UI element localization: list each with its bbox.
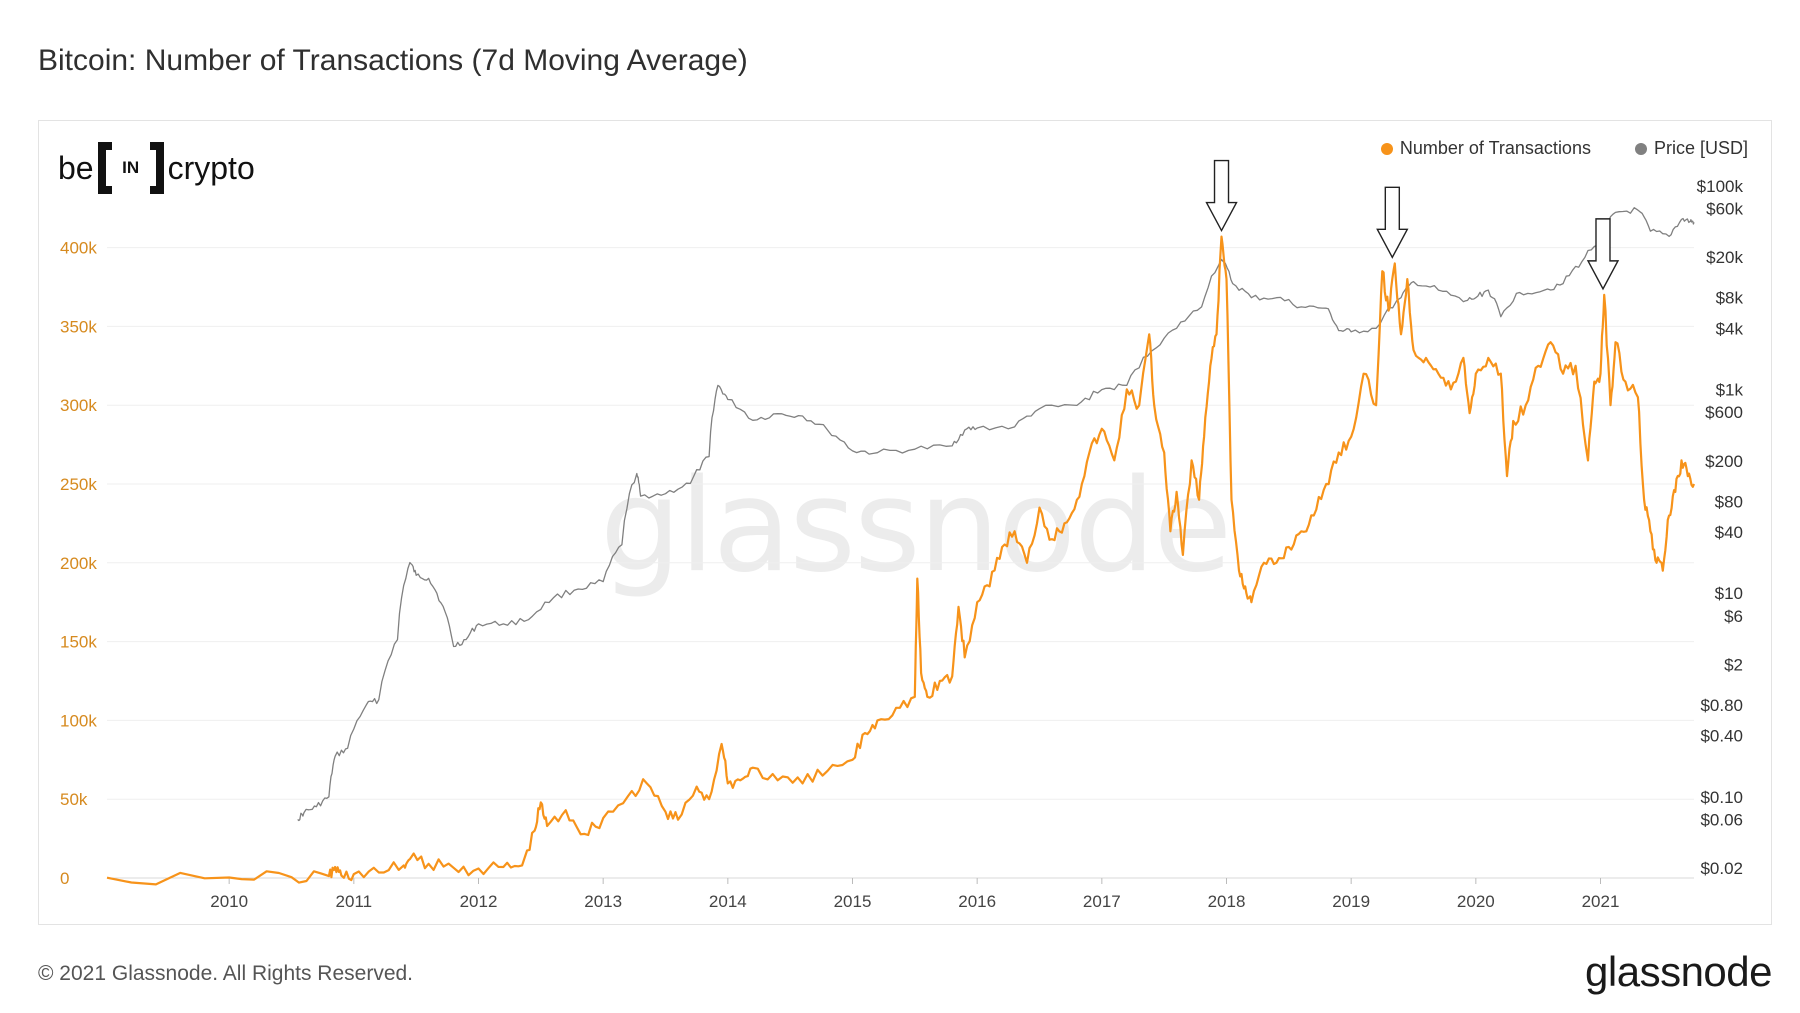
x-axis-tick-label: 2010 [210,892,248,911]
chart-legend: Number of Transactions Price [USD] [1380,138,1748,159]
left-axis-tick-label: 100k [60,711,97,730]
right-axis-tick-label: $60k [1706,200,1743,219]
legend-label-price: Price [USD] [1653,138,1748,158]
x-axis-tick-label: 2020 [1457,892,1495,911]
chart-panel [38,120,1772,925]
right-axis-tick-label: $200 [1705,452,1743,471]
right-axis-tick-label: $100k [1697,177,1744,196]
left-axis-tick-label: 150k [60,633,97,652]
x-axis-tick-label: 2015 [834,892,872,911]
left-axis-tick-label: 200k [60,554,97,573]
brand-logo-box-text: IN [122,158,140,177]
right-axis-tick-label: $8k [1716,289,1744,308]
legend-item-price[interactable]: Price [USD] [1634,138,1748,159]
transactions-series-line [106,235,1696,886]
right-axis-tick-label: $6 [1724,607,1743,626]
right-axis-tick-label: $1k [1716,381,1744,400]
right-axis-tick-label: $20k [1706,248,1743,267]
chart-title: Bitcoin: Number of Transactions (7d Movi… [38,44,748,77]
x-axis-tick-label: 2019 [1332,892,1370,911]
watermark-text: glassnode [600,452,1232,601]
right-axis-tick-label: $0.10 [1700,788,1743,807]
x-axis-tick-label: 2012 [460,892,498,911]
right-axis-tick-label: $40 [1715,523,1743,542]
x-axis-tick-label: 2013 [584,892,622,911]
right-axis-tick-label: $0.80 [1700,696,1743,715]
price-series-line [297,207,1695,822]
right-axis-tick-label: $0.40 [1700,727,1743,746]
left-axis-tick-label: 50k [60,790,88,809]
right-axis-tick-label: $80 [1715,492,1743,511]
brand-logo-left: be [58,149,94,186]
left-axis-tick-label: 250k [60,475,97,494]
legend-label-transactions: Number of Transactions [1399,138,1591,158]
right-axis-tick-label: $4k [1716,319,1744,338]
left-axis-tick-label: 300k [60,396,97,415]
peak-arrow-annotation [1205,159,1238,233]
left-axis-tick-label: 0 [60,869,69,888]
brand-logo-right: crypto [167,149,255,186]
legend-dot-transactions [1380,142,1393,155]
right-axis-tick-label: $600 [1705,403,1743,422]
x-axis-tick-label: 2021 [1582,892,1620,911]
peak-arrow-annotation [1376,186,1409,259]
x-axis-tick-label: 2017 [1083,892,1121,911]
legend-dot-price [1634,142,1647,155]
right-axis-tick-label: $2 [1724,655,1743,674]
x-axis-tick-label: 2018 [1208,892,1246,911]
brand-logo: be IN crypto [58,142,255,194]
footer-copyright: © 2021 Glassnode. All Rights Reserved. [38,962,414,985]
right-axis-tick-label: $10 [1715,584,1743,603]
x-axis-tick-label: 2014 [709,892,747,911]
legend-item-transactions[interactable]: Number of Transactions [1380,138,1591,159]
left-axis-tick-label: 350k [60,317,97,336]
brand-logo-box: IN [97,142,164,194]
left-axis-tick-label: 400k [60,239,97,258]
peak-arrow-annotation [1586,218,1620,291]
right-axis-tick-label: $0.02 [1700,859,1743,878]
x-axis-tick-label: 2011 [336,892,373,911]
x-axis-tick-label: 2016 [958,892,996,911]
right-axis-tick-label: $0.06 [1700,810,1743,829]
footer-logo: glassnode [1585,948,1772,995]
